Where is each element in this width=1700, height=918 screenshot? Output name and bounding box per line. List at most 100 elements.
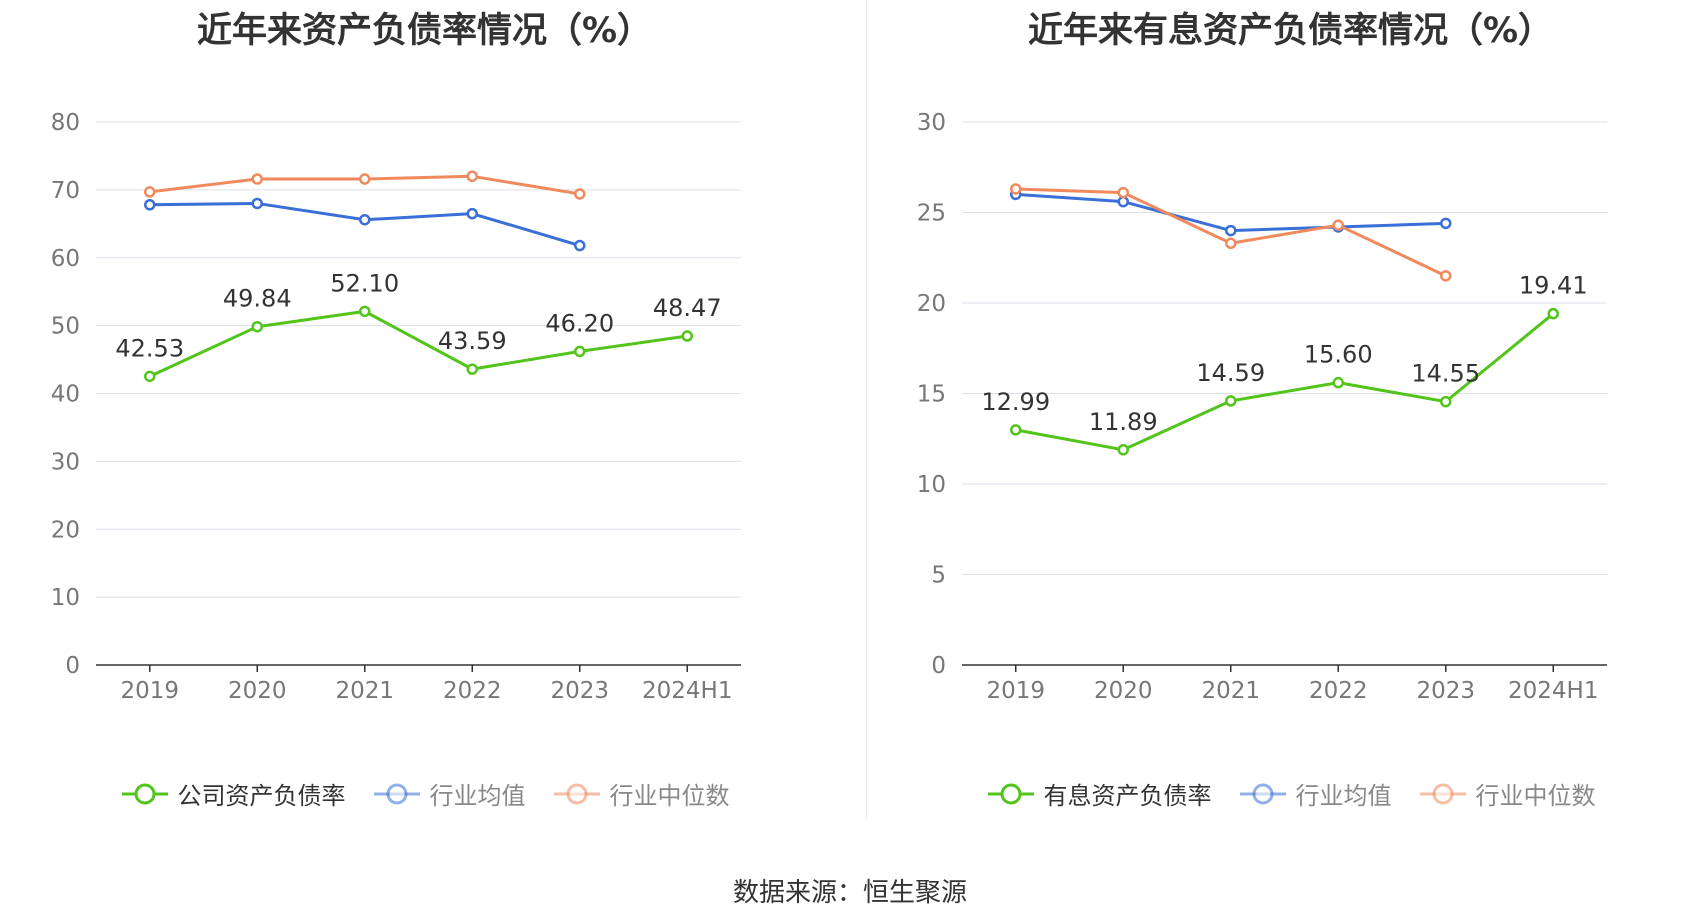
data-point[interactable]	[1010, 424, 1022, 436]
data-point[interactable]	[1117, 195, 1129, 208]
data-source-footer: 数据来源：恒生聚源	[732, 878, 967, 908]
data-point[interactable]	[1225, 224, 1237, 237]
legend-label: 行业中位数	[609, 782, 730, 810]
data-point[interactable]	[359, 173, 371, 185]
legend-line-circle-icon	[1239, 783, 1286, 804]
data-point[interactable]	[1440, 395, 1452, 408]
data-point[interactable]	[1117, 186, 1129, 199]
data-point[interactable]	[251, 173, 263, 185]
legend-label: 行业均值	[429, 782, 526, 810]
legend-item[interactable]: 行业中位数	[1418, 776, 1596, 811]
data-label: 43.59	[438, 327, 507, 355]
data-point[interactable]	[144, 186, 156, 198]
y-tick-label: 20	[51, 517, 80, 543]
y-tick-label: 30	[51, 449, 80, 475]
right-chart-legend: 有息资产负债率 行业均值 行业中位数	[866, 776, 1700, 811]
data-label: 15.60	[1304, 341, 1373, 369]
left-chart-legend: 公司资产负债率 行业均值 行业中位数	[0, 776, 849, 811]
x-tick-label: 2024H1	[642, 678, 732, 704]
right-chart-panel: 近年来有息资产负债率情况（%） 0 5 10 15 20 25 30 2019 2020 2021…	[866, 0, 1700, 820]
y-tick-label: 25	[917, 201, 946, 227]
data-point[interactable]	[1332, 219, 1344, 231]
x-tick-label: 2021	[1201, 678, 1260, 704]
data-point[interactable]	[144, 199, 156, 211]
legend-line-circle-icon	[1419, 783, 1466, 804]
data-label: 11.89	[1089, 408, 1158, 436]
x-tick-label: 2020	[1094, 678, 1153, 704]
data-point[interactable]	[466, 207, 478, 220]
data-point[interactable]	[466, 363, 478, 375]
legend-line-circle-icon	[373, 783, 420, 804]
legend-item[interactable]: 行业均值	[1238, 776, 1392, 811]
y-tick-label: 20	[917, 291, 946, 317]
data-point[interactable]	[1332, 376, 1344, 389]
chart-title: 近年来资产负债率情况（%）	[196, 11, 653, 51]
y-tick-label: 30	[917, 110, 946, 136]
left-chart-panel: 近年来资产负债率情况（%） 0 10 20 30 40 50 60 70 80 2019 2020 2…	[0, 0, 849, 820]
data-point[interactable]	[251, 197, 263, 210]
chart-title: 近年来有息资产负债率情况（%）	[1027, 11, 1554, 51]
legend-label: 公司资产负债率	[177, 782, 346, 810]
data-point[interactable]	[574, 239, 586, 252]
data-point[interactable]	[359, 213, 371, 226]
x-tick-label: 2022	[1309, 678, 1368, 704]
x-tick-label: 2021	[335, 678, 394, 704]
y-tick-label: 10	[917, 472, 946, 498]
legend-item[interactable]: 有息资产负债率	[986, 776, 1212, 811]
x-tick-label: 2022	[443, 678, 502, 704]
y-tick-label: 5	[931, 563, 946, 589]
x-tick-label: 2019	[986, 678, 1045, 704]
data-label: 52.10	[330, 269, 399, 297]
left-chart-plot: 0 10 20 30 40 50 60 70 80 2019 2020 2021 2022 2023 202…	[51, 110, 741, 704]
data-point[interactable]	[144, 370, 156, 383]
data-point[interactable]	[574, 188, 586, 200]
y-tick-label: 10	[51, 585, 80, 611]
data-label: 14.59	[1196, 359, 1265, 387]
x-tick-label: 2020	[228, 678, 287, 704]
data-label: 19.41	[1519, 272, 1588, 300]
data-point[interactable]	[681, 330, 693, 342]
x-tick-label: 2023	[1416, 678, 1475, 704]
data-label: 49.84	[223, 285, 292, 313]
y-tick-label: 0	[65, 653, 80, 679]
data-point[interactable]	[574, 345, 586, 358]
data-label: 46.20	[545, 309, 614, 337]
panel-divider	[866, 0, 867, 820]
y-tick-label: 60	[51, 246, 80, 272]
legend-label: 行业均值	[1295, 782, 1392, 810]
x-tick-label: 2024H1	[1508, 678, 1598, 704]
data-point[interactable]	[1547, 307, 1559, 320]
data-point[interactable]	[1440, 270, 1452, 282]
data-point[interactable]	[466, 170, 478, 183]
legend-item[interactable]: 公司资产负债率	[120, 776, 346, 811]
legend-line-circle-icon	[987, 783, 1034, 804]
y-tick-label: 80	[51, 110, 80, 136]
data-point[interactable]	[359, 305, 371, 318]
legend-line-circle-icon	[553, 783, 600, 804]
series-line	[1015, 312, 1555, 452]
data-label: 48.47	[653, 294, 722, 322]
legend-line-circle-icon	[121, 783, 168, 804]
data-point[interactable]	[1225, 395, 1237, 407]
data-label: 12.99	[981, 388, 1050, 416]
data-point[interactable]	[1117, 444, 1129, 456]
legend-label: 行业中位数	[1475, 782, 1596, 810]
y-tick-label: 15	[917, 382, 946, 408]
y-tick-label: 70	[51, 178, 80, 204]
x-tick-label: 2023	[550, 678, 609, 704]
legend-item[interactable]: 行业中位数	[552, 776, 730, 811]
right-chart-plot: 0 5 10 15 20 25 30 2019 2020 2021 2022 2023 2024H1 12…	[917, 110, 1607, 704]
data-point[interactable]	[251, 320, 263, 333]
data-point[interactable]	[1440, 217, 1452, 230]
data-label: 42.53	[115, 334, 184, 362]
legend-item[interactable]: 行业均值	[372, 776, 526, 811]
y-tick-label: 0	[931, 653, 946, 679]
data-point[interactable]	[1010, 183, 1022, 195]
data-label: 14.55	[1411, 360, 1480, 388]
data-point[interactable]	[1225, 237, 1237, 250]
y-tick-label: 40	[51, 382, 80, 408]
x-tick-label: 2019	[120, 678, 179, 704]
legend-label: 有息资产负债率	[1043, 782, 1212, 810]
y-tick-label: 50	[51, 314, 80, 340]
series-line	[149, 309, 688, 378]
